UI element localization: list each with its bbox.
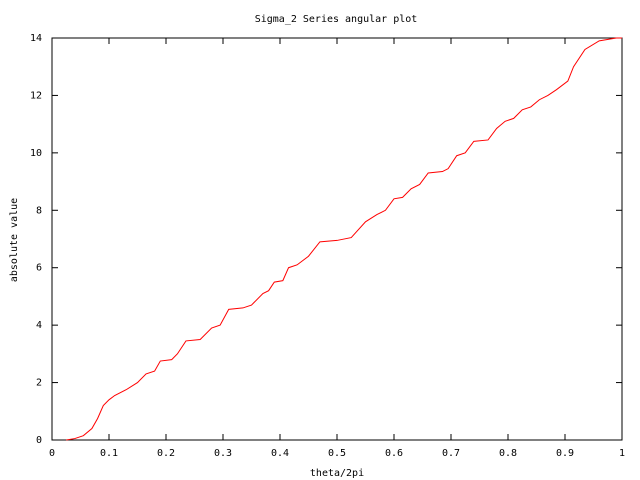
y-tick-label: 10 — [30, 148, 42, 159]
x-axis-label: theta/2pi — [310, 468, 364, 479]
y-tick-label: 2 — [36, 378, 42, 389]
y-axis-label: absolute value — [9, 198, 20, 282]
y-tick-label: 0 — [36, 435, 42, 446]
y-tick-label: 6 — [36, 263, 42, 274]
x-tick-label: 0.2 — [157, 448, 175, 459]
x-tick-label: 0.3 — [214, 448, 232, 459]
x-tick-label: 0.6 — [385, 448, 403, 459]
y-tick-label: 8 — [36, 205, 42, 216]
x-tick-label: 0.8 — [499, 448, 517, 459]
y-tick-label: 4 — [36, 320, 42, 331]
x-tick-label: 0.4 — [271, 448, 289, 459]
data-line — [66, 37, 622, 441]
x-tick-label: 0.7 — [442, 448, 460, 459]
y-tick-label: 12 — [30, 90, 42, 101]
x-tick-label: 0.5 — [328, 448, 346, 459]
x-tick-label: 1 — [619, 448, 625, 459]
x-tick-label: 0 — [49, 448, 55, 459]
chart-title: Sigma_2 Series angular plot — [255, 14, 418, 25]
x-tick-label: 0.9 — [556, 448, 574, 459]
x-tick-label: 0.1 — [100, 448, 118, 459]
y-tick-label: 14 — [30, 33, 42, 44]
